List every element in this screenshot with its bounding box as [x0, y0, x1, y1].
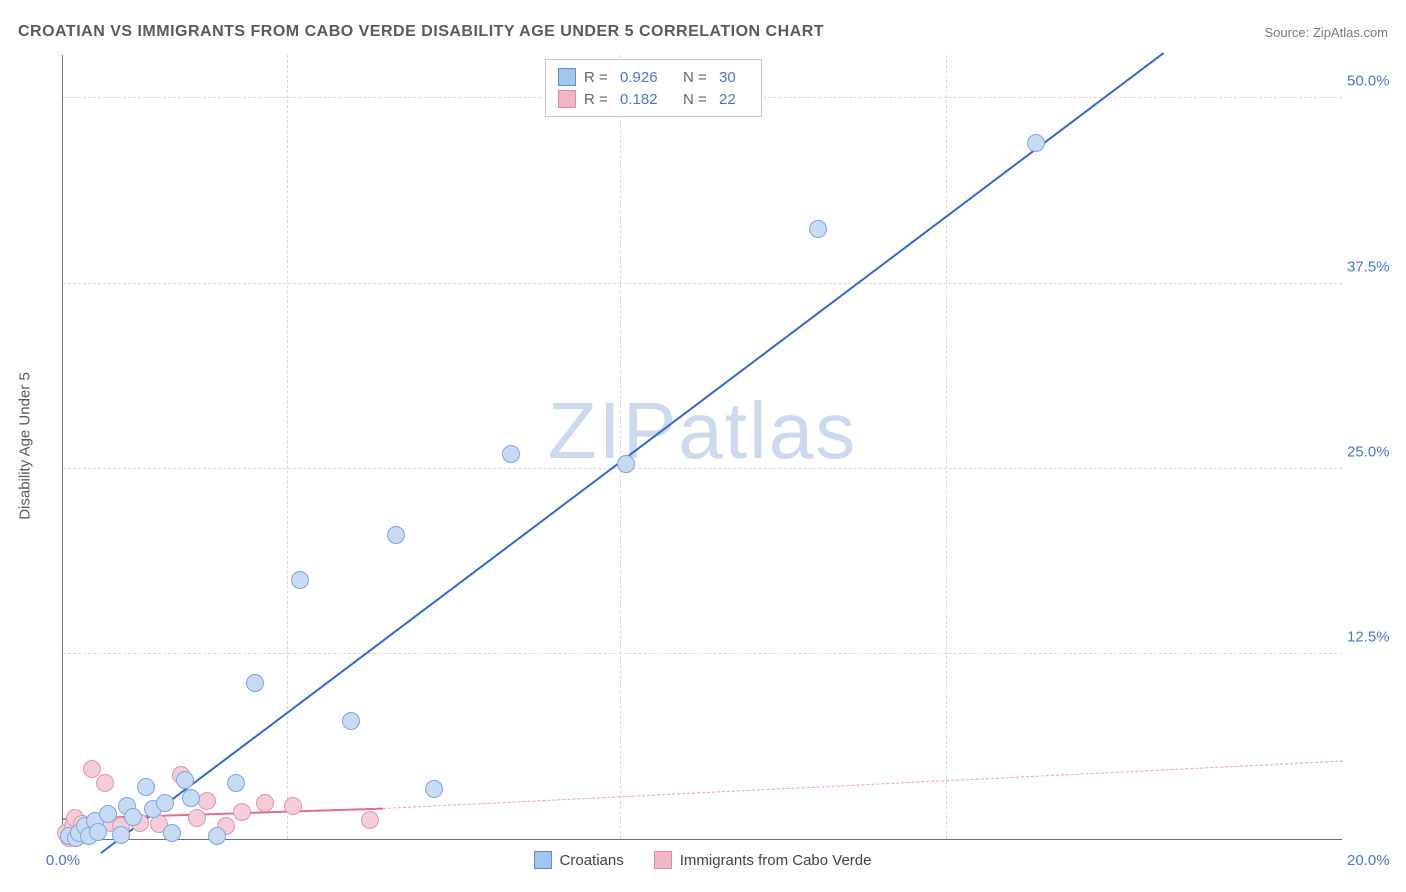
data-point — [361, 811, 379, 829]
legend-n-value: 30 — [719, 69, 749, 86]
series-legend-item: Croatians — [534, 851, 624, 869]
data-point — [96, 774, 114, 792]
legend-swatch — [558, 90, 576, 108]
data-point — [198, 792, 216, 810]
y-tick-label: 12.5% — [1347, 628, 1406, 645]
data-point — [156, 794, 174, 812]
series-legend-item: Immigrants from Cabo Verde — [654, 851, 872, 869]
data-point — [284, 797, 302, 815]
series-legend: Croatians Immigrants from Cabo Verde — [534, 851, 872, 869]
gridline-v — [946, 55, 947, 839]
plot-area: ZIPatlas 12.5%25.0%37.5%50.0%0.0%20.0%R … — [62, 55, 1342, 840]
correlation-legend-row: R = 0.182 N = 22 — [558, 88, 749, 110]
y-axis-label: Disability Age Under 5 — [17, 372, 34, 520]
y-tick-label: 50.0% — [1347, 73, 1406, 90]
data-point — [809, 220, 827, 238]
data-point — [233, 803, 251, 821]
gridline-h — [63, 653, 1342, 654]
data-point — [246, 674, 264, 692]
legend-swatch — [534, 851, 552, 869]
gridline-v — [620, 55, 621, 839]
data-point — [176, 771, 194, 789]
data-point — [227, 774, 245, 792]
legend-n-label: N = — [683, 69, 711, 86]
trend-line — [383, 761, 1343, 809]
x-tick-label: 20.0% — [1347, 852, 1406, 869]
series-legend-label: Croatians — [560, 852, 624, 869]
y-tick-label: 37.5% — [1347, 258, 1406, 275]
chart-source: Source: ZipAtlas.com — [1264, 25, 1388, 40]
legend-swatch — [654, 851, 672, 869]
legend-r-label: R = — [584, 91, 612, 108]
data-point — [163, 824, 181, 842]
data-point — [256, 794, 274, 812]
gridline-h — [63, 283, 1342, 284]
correlation-legend-row: R = 0.926 N = 30 — [558, 66, 749, 88]
data-point — [182, 789, 200, 807]
legend-n-value: 22 — [719, 91, 749, 108]
data-point — [502, 445, 520, 463]
data-point — [342, 712, 360, 730]
legend-r-value: 0.926 — [620, 69, 675, 86]
data-point — [89, 823, 107, 841]
legend-n-label: N = — [683, 91, 711, 108]
data-point — [137, 778, 155, 796]
legend-r-value: 0.182 — [620, 91, 675, 108]
gridline-h — [63, 468, 1342, 469]
chart-header: CROATIAN VS IMMIGRANTS FROM CABO VERDE D… — [18, 18, 1388, 46]
data-point — [1027, 134, 1045, 152]
gridline-v — [287, 55, 288, 839]
correlation-legend: R = 0.926 N = 30 R = 0.182 N = 22 — [545, 59, 762, 117]
legend-swatch — [558, 68, 576, 86]
data-point — [112, 826, 130, 844]
chart-title: CROATIAN VS IMMIGRANTS FROM CABO VERDE D… — [18, 23, 824, 41]
y-tick-label: 25.0% — [1347, 443, 1406, 460]
data-point — [124, 808, 142, 826]
series-legend-label: Immigrants from Cabo Verde — [680, 852, 872, 869]
data-point — [387, 526, 405, 544]
data-point — [617, 455, 635, 473]
x-tick-label: 0.0% — [46, 852, 80, 869]
data-point — [188, 809, 206, 827]
data-point — [291, 571, 309, 589]
data-point — [425, 780, 443, 798]
data-point — [99, 805, 117, 823]
trend-line — [101, 52, 1165, 853]
data-point — [208, 827, 226, 845]
legend-r-label: R = — [584, 69, 612, 86]
